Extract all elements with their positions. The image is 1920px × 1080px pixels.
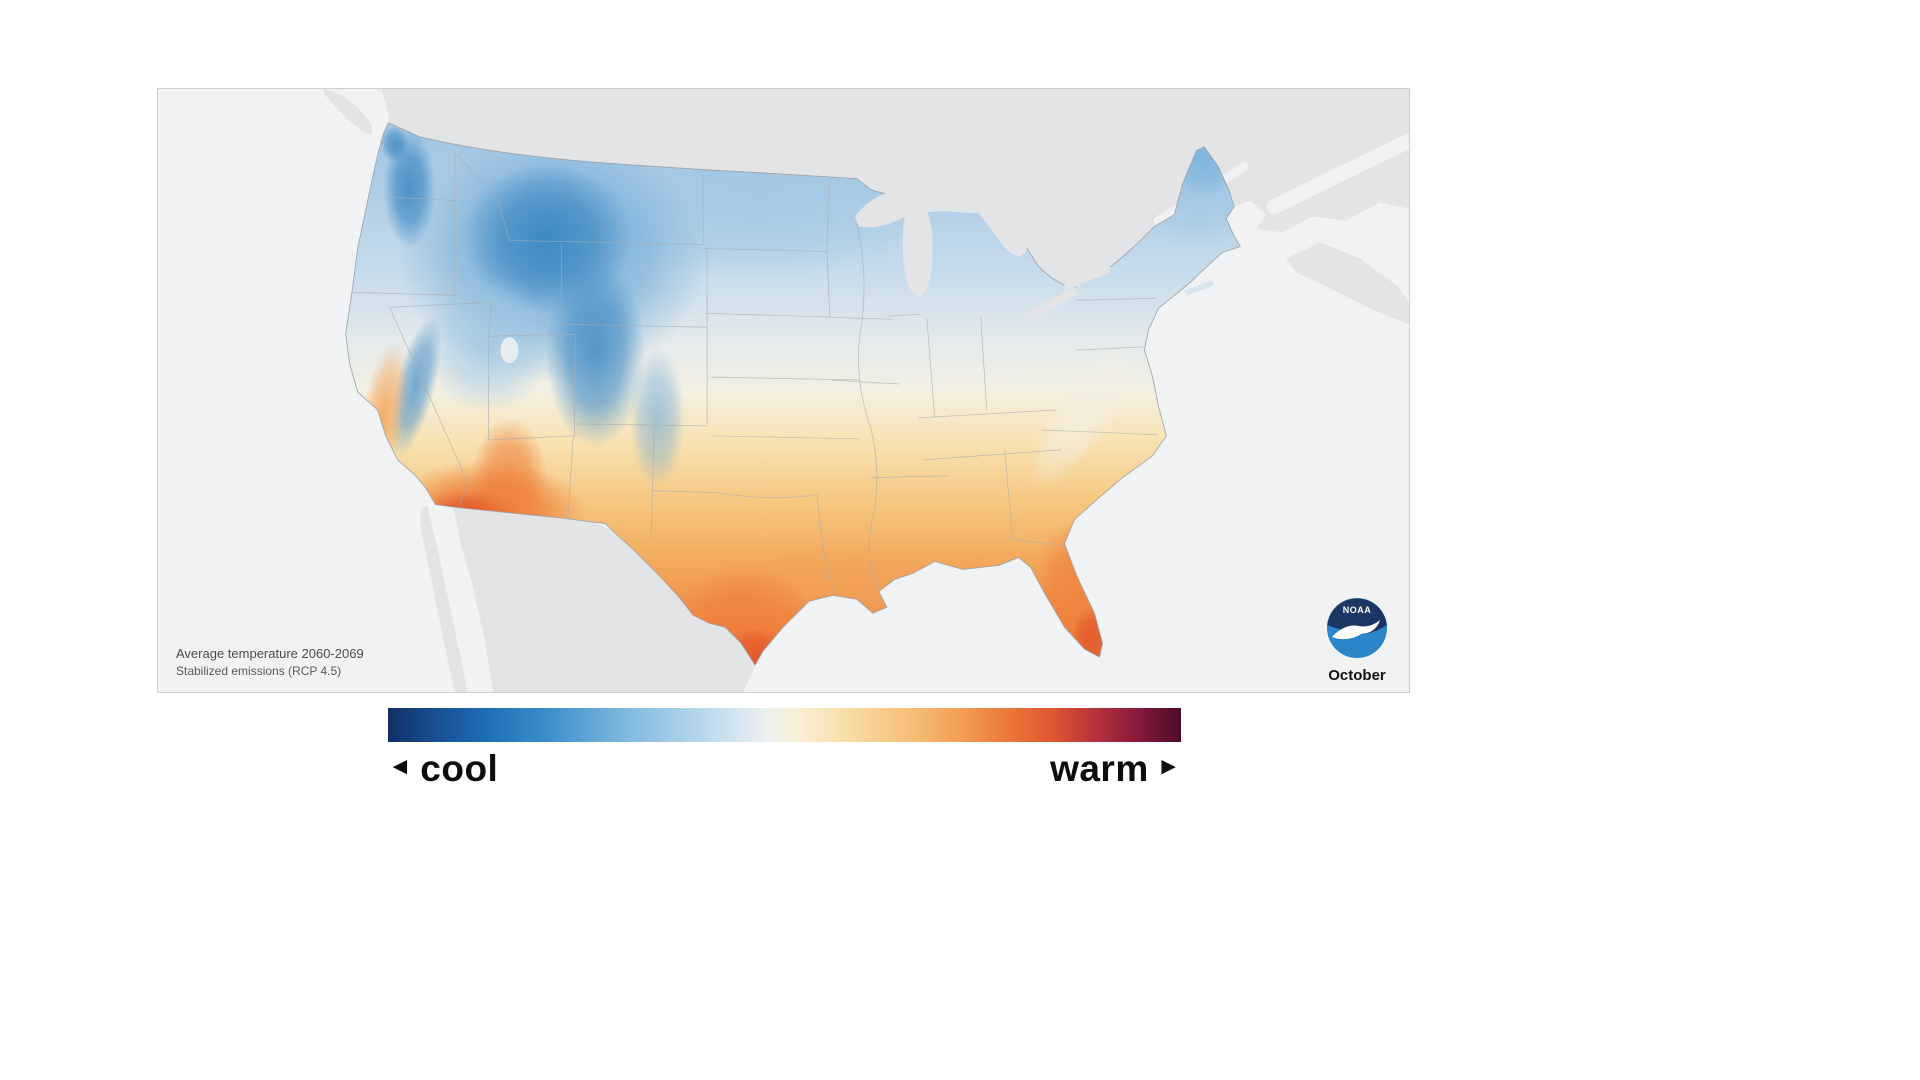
warm-label-text: warm [1050, 748, 1149, 789]
map-caption-line1: Average temperature 2060-2069 [176, 646, 364, 662]
legend-cool-label: ◄ cool [388, 748, 498, 790]
nova-scotia-landmass [1286, 242, 1409, 325]
temperature-legend: ◄ cool warm ► [388, 708, 1181, 790]
legend-gradient-bar [388, 708, 1181, 742]
noaa-gull-icon [1332, 620, 1380, 640]
climate-map-panel: Average temperature 2060-2069 Stabilized… [157, 88, 1410, 693]
canada-landmass [381, 89, 1409, 289]
noaa-logo-text: NOAA [1343, 605, 1372, 615]
great-lakes [854, 187, 1111, 323]
map-caption-line2: Stabilized emissions (RCP 4.5) [176, 664, 342, 679]
great-salt-lake [500, 337, 519, 364]
lake-michigan [902, 202, 933, 296]
long-island [1184, 280, 1215, 296]
us-temperature-map [158, 89, 1409, 692]
state-borders [350, 150, 1159, 594]
warm-arrow-icon: ► [1156, 753, 1181, 780]
map-caption: Average temperature 2060-2069 Stabilized… [176, 645, 364, 680]
noaa-logo-block: NOAA October [1321, 597, 1393, 684]
mexico-landmass [453, 507, 756, 692]
lake-ontario [1064, 266, 1111, 291]
cool-arrow-icon: ◄ [388, 753, 413, 780]
lake-huron [976, 200, 1027, 257]
legend-warm-label: warm ► [1050, 748, 1181, 790]
vancouver-island [323, 89, 373, 135]
month-label: October [1328, 667, 1386, 684]
lake-erie [1022, 287, 1079, 323]
legend-labels: ◄ cool warm ► [388, 748, 1181, 790]
cool-label-text: cool [420, 748, 499, 789]
baja-california [420, 505, 468, 692]
lake-superior [854, 187, 999, 228]
gulf-of-st-lawrence [1266, 133, 1409, 215]
noaa-logo: NOAA [1327, 598, 1387, 658]
